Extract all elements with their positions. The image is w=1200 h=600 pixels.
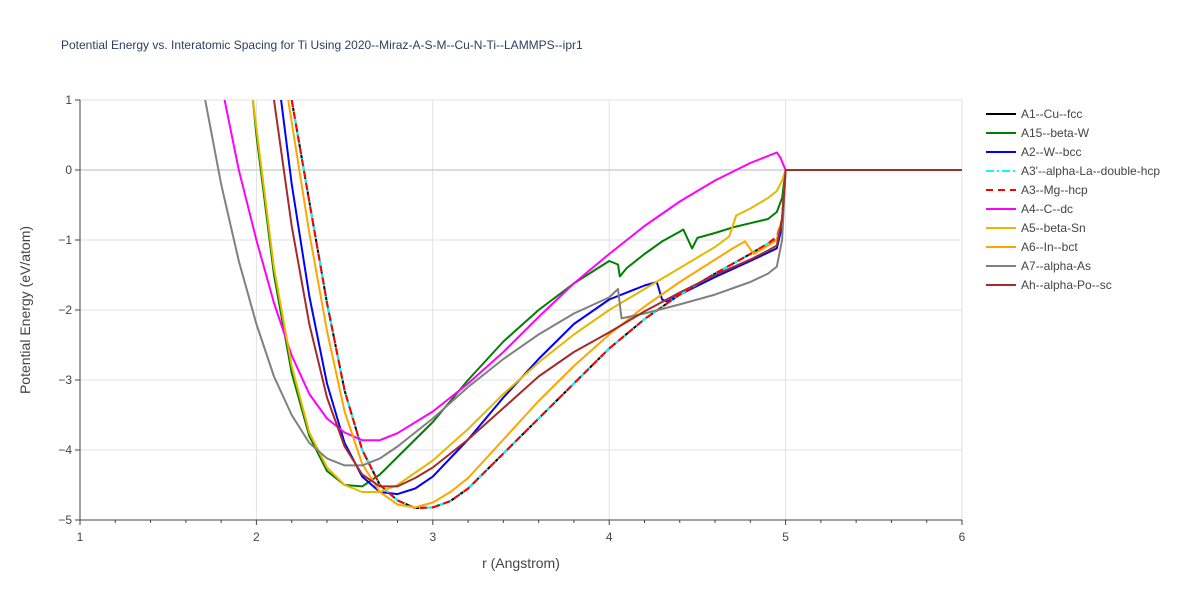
legend-label: A2--W--bcc	[1021, 145, 1081, 159]
x-tick-label: 1	[77, 530, 84, 544]
legend-label: A4--C--dc	[1021, 202, 1073, 216]
series-line-4[interactable]	[290, 100, 962, 510]
series-line-9[interactable]	[273, 100, 962, 488]
y-tick-label: −2	[58, 303, 72, 317]
legend-item[interactable]: A5--beta-Sn	[986, 221, 1086, 235]
legend-item[interactable]: A6--In--bct	[986, 240, 1078, 254]
y-axis-title: Potential Energy (eV/atom)	[17, 226, 33, 394]
y-tick-label: −5	[58, 513, 72, 527]
y-tick-label: −3	[58, 373, 72, 387]
y-tick-label: −4	[58, 443, 72, 457]
y-tick-label: −1	[58, 233, 72, 247]
y-tick-label: 0	[65, 163, 72, 177]
legend-item[interactable]: A4--C--dc	[986, 202, 1073, 216]
legend-label: A3--Mg--hcp	[1021, 183, 1088, 197]
legend-item[interactable]: A15--beta-W	[986, 126, 1090, 140]
series-line-7[interactable]	[287, 100, 962, 509]
x-tick-label: 2	[253, 530, 260, 544]
legend-label: A7--alpha-As	[1021, 259, 1091, 273]
series-line-0[interactable]	[290, 100, 962, 510]
legend-item[interactable]: A3'--alpha-La--double-hcp	[986, 164, 1160, 178]
x-axis-title: r (Angstrom)	[482, 555, 560, 571]
series-lines	[204, 100, 962, 510]
series-line-3[interactable]	[290, 100, 962, 510]
grid-lines	[80, 99, 963, 520]
series-line-6[interactable]	[251, 100, 962, 493]
series-line-2[interactable]	[280, 100, 962, 496]
legend-item[interactable]: Ah--alpha-Po--sc	[986, 278, 1112, 292]
legend-item[interactable]: A1--Cu--fcc	[986, 107, 1082, 121]
x-tick-label: 3	[429, 530, 436, 544]
legend-item[interactable]: A3--Mg--hcp	[986, 183, 1088, 197]
series-line-1[interactable]	[251, 100, 962, 488]
x-tick-label: 6	[959, 530, 966, 544]
chart-title: Potential Energy vs. Interatomic Spacing…	[61, 38, 583, 52]
legend-label: A15--beta-W	[1021, 126, 1090, 140]
series-line-8[interactable]	[204, 100, 962, 467]
legend[interactable]: A1--Cu--fcc A15--beta-W A2--W--bcc A3'--alp…	[986, 107, 1160, 292]
legend-label: A3'--alpha-La--double-hcp	[1021, 164, 1160, 178]
legend-label: A6--In--bct	[1021, 240, 1078, 254]
legend-label: A5--beta-Sn	[1021, 221, 1086, 235]
legend-item[interactable]: A2--W--bcc	[986, 145, 1081, 159]
y-tick-label: 1	[65, 93, 72, 107]
legend-item[interactable]: A7--alpha-As	[986, 259, 1091, 273]
series-line-5[interactable]	[223, 100, 962, 442]
x-tick-label: 4	[606, 530, 613, 544]
legend-label: A1--Cu--fcc	[1021, 107, 1082, 121]
axes: 1 2 3 4 5 6 1 0 −1 −2 −3 −4 −5	[58, 93, 965, 544]
legend-label: Ah--alpha-Po--sc	[1021, 278, 1112, 292]
x-tick-label: 5	[782, 530, 789, 544]
